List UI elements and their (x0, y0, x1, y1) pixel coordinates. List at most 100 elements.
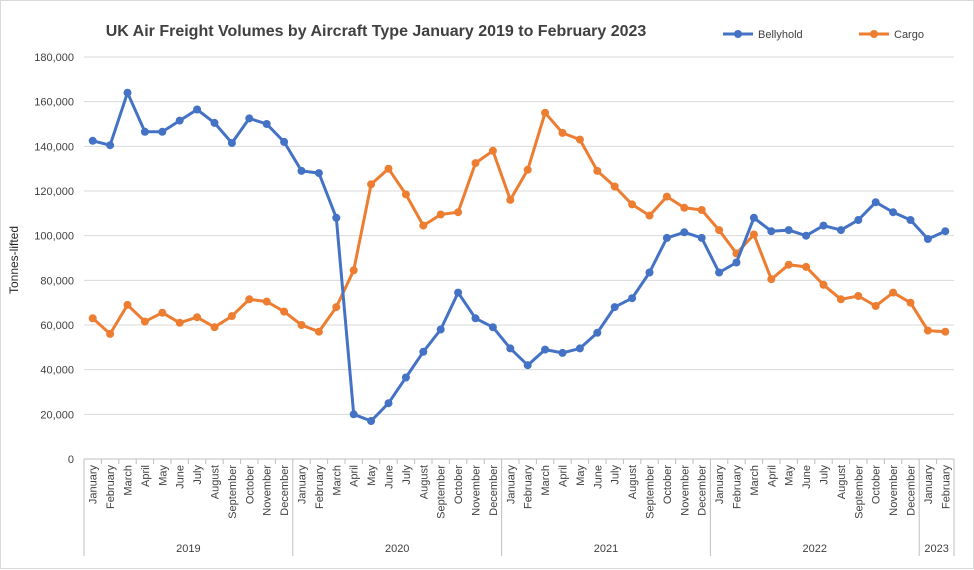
data-point-cargo (836, 295, 845, 304)
x-tick-label: January (505, 465, 517, 505)
series-bellyhold (88, 88, 950, 425)
x-tick-label: September (227, 465, 239, 519)
data-point-bellyhold (245, 114, 254, 123)
data-point-cargo (628, 200, 637, 209)
data-point-cargo (245, 295, 254, 304)
data-point-cargo (193, 313, 202, 322)
y-tick-label: 80,000 (40, 275, 74, 287)
y-tick-label: 120,000 (34, 186, 74, 198)
data-point-bellyhold (471, 314, 480, 323)
x-axis: January February March April May June July Augu… (83, 458, 955, 556)
data-point-bellyhold (715, 268, 724, 277)
data-point-bellyhold (941, 227, 950, 236)
x-tick-label: August (627, 465, 639, 499)
x-tick-label: September (645, 465, 657, 519)
data-point-bellyhold (88, 136, 97, 145)
data-point-bellyhold (332, 213, 341, 222)
data-point-cargo (854, 292, 863, 300)
y-tick-label: 0 (68, 454, 74, 466)
data-point-cargo (471, 159, 480, 168)
x-tick-label: October (662, 465, 674, 504)
x-tick-label: August (836, 465, 848, 499)
data-point-cargo (506, 195, 515, 204)
data-point-bellyhold (314, 169, 323, 178)
data-point-bellyhold (523, 361, 532, 370)
data-point-cargo (575, 135, 584, 144)
gridlines (84, 56, 954, 415)
x-tick-label: December (488, 465, 500, 516)
data-point-cargo (158, 308, 167, 317)
x-tick-label: April (349, 465, 361, 487)
x-tick-label: February (523, 465, 535, 510)
data-point-bellyhold (819, 221, 828, 230)
data-point-cargo (436, 210, 445, 219)
x-tick-label: January (88, 465, 100, 505)
x-tick-label: July (610, 465, 622, 485)
x-tick-label: December (279, 465, 291, 516)
year-label: 2019 (176, 543, 200, 555)
data-point-cargo (488, 146, 497, 155)
data-point-bellyhold (419, 347, 428, 356)
x-tick-label: June (175, 465, 187, 489)
legend-cargo-marker (870, 30, 878, 38)
x-tick-label: May (366, 465, 378, 486)
data-point-bellyhold (749, 213, 758, 222)
x-tick-label: June (384, 465, 396, 489)
data-point-cargo (140, 317, 149, 326)
y-tick-label: 100,000 (34, 231, 74, 243)
y-tick-label: 40,000 (40, 365, 74, 377)
x-tick-label: October (871, 465, 883, 504)
data-point-bellyhold (889, 208, 898, 217)
data-point-bellyhold (680, 228, 689, 237)
x-tick-label: July (192, 465, 204, 485)
x-tick-label: April (140, 465, 152, 487)
x-tick-label: July (401, 465, 413, 485)
legend-bellyhold-marker (734, 30, 742, 38)
chart-title: UK Air Freight Volumes by Aircraft Type … (106, 23, 647, 40)
x-tick-label: May (784, 465, 796, 486)
data-point-bellyhold (384, 399, 393, 408)
data-point-cargo (871, 302, 880, 310)
data-point-bellyhold (488, 323, 497, 332)
x-tick-label: May (575, 465, 587, 486)
x-tick-label: July (819, 465, 831, 485)
x-tick-label: September (853, 465, 865, 519)
data-point-bellyhold (454, 288, 463, 297)
data-point-bellyhold (923, 235, 932, 243)
data-point-bellyhold (297, 166, 306, 175)
legend-bellyhold-label: Bellyhold (758, 29, 803, 41)
x-tick-label: September (436, 465, 448, 519)
x-tick-label: February (940, 465, 952, 510)
data-point-bellyhold (401, 373, 410, 382)
legend: Bellyhold Cargo (723, 29, 924, 41)
data-point-bellyhold (767, 227, 776, 236)
data-point-cargo (454, 208, 463, 217)
x-tick-label: November (888, 465, 900, 516)
year-label: 2023 (924, 543, 948, 555)
series-layer (88, 88, 950, 425)
data-point-bellyhold (732, 258, 741, 267)
data-point-bellyhold (593, 328, 602, 337)
data-point-bellyhold (210, 118, 219, 127)
data-point-bellyhold (506, 344, 515, 353)
data-point-cargo (123, 300, 132, 309)
data-point-cargo (784, 260, 793, 269)
data-point-bellyhold (784, 226, 793, 235)
data-point-cargo (401, 190, 410, 199)
x-tick-label: August (210, 465, 222, 499)
data-point-cargo (384, 164, 393, 173)
y-tick-label: 180,000 (34, 52, 74, 64)
data-point-bellyhold (123, 88, 132, 97)
y-tick-label: 20,000 (40, 409, 74, 421)
data-point-bellyhold (662, 233, 671, 242)
data-point-bellyhold (906, 216, 915, 224)
x-tick-label: January (923, 465, 935, 505)
x-tick-label: January (714, 465, 726, 505)
x-tick-label: February (105, 465, 117, 510)
x-tick-label: June (592, 465, 604, 489)
data-point-bellyhold (645, 268, 654, 277)
data-point-cargo (610, 182, 619, 191)
data-point-bellyhold (349, 410, 358, 419)
